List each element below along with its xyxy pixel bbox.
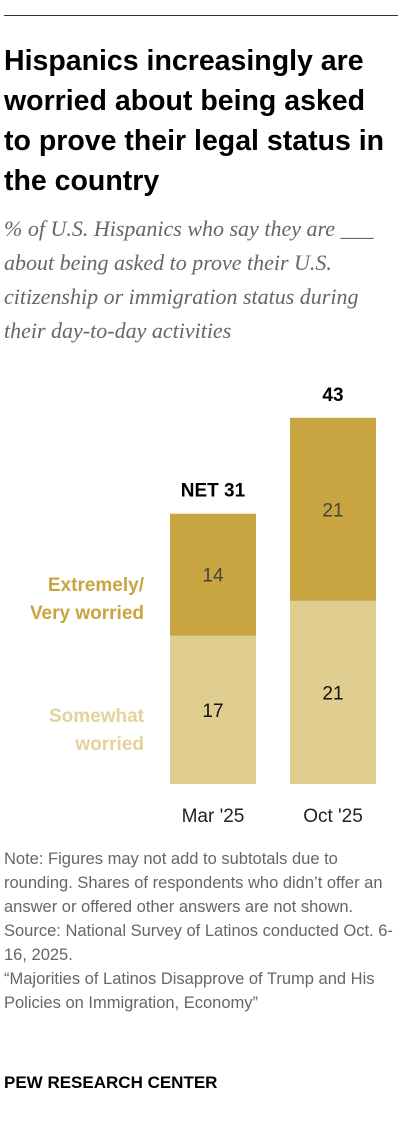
legend-somewhat-line2: worried bbox=[74, 734, 144, 755]
category-tick-label: Oct '25 bbox=[303, 806, 363, 827]
bar-value-label: 21 bbox=[322, 500, 343, 521]
stacked-bar-chart: 17 14 NET 31 Mar '25 21 21 43 Oct '25 Extremely… bbox=[30, 385, 376, 827]
report-title: “Majorities of Latinos Disapprove of Tru… bbox=[4, 970, 375, 1012]
chart-title: Hispanics increasingly are worried about… bbox=[4, 45, 385, 197]
bar-segment-extremely-1 bbox=[290, 417, 376, 601]
chart-notes: Note: Figures may not add to subtotals d… bbox=[4, 847, 396, 1015]
bar-value-label: 21 bbox=[322, 683, 343, 704]
bar-value-label: 14 bbox=[202, 566, 224, 587]
bar-total-label: NET 31 bbox=[181, 481, 246, 502]
top-rule bbox=[4, 15, 398, 16]
bar-segment-somewhat-0 bbox=[170, 635, 256, 784]
bar-total-label: 43 bbox=[322, 385, 343, 406]
source-text: Source: National Survey of Latinos condu… bbox=[4, 922, 393, 964]
note-text: Note: Figures may not add to subtotals d… bbox=[4, 850, 383, 916]
bars-group: 17 14 NET 31 Mar '25 21 21 43 Oct '25 bbox=[170, 385, 376, 827]
pew-logo-text: PEW RESEARCH CENTER bbox=[4, 1073, 218, 1092]
legend-labels: Extremely/ Very worried Somewhat worried bbox=[30, 575, 145, 755]
bar-value-label: 17 bbox=[202, 701, 223, 722]
legend-extremely-line2: Very worried bbox=[30, 603, 144, 624]
bar-segment-somewhat-1 bbox=[290, 600, 376, 784]
category-tick-label: Mar '25 bbox=[182, 806, 245, 827]
chart-subtitle: % of U.S. Hispanics who say they are ___… bbox=[4, 216, 374, 343]
legend-extremely-line1: Extremely/ bbox=[48, 575, 145, 596]
bar-segment-extremely-0 bbox=[170, 513, 256, 636]
legend-somewhat-line1: Somewhat bbox=[49, 706, 145, 727]
